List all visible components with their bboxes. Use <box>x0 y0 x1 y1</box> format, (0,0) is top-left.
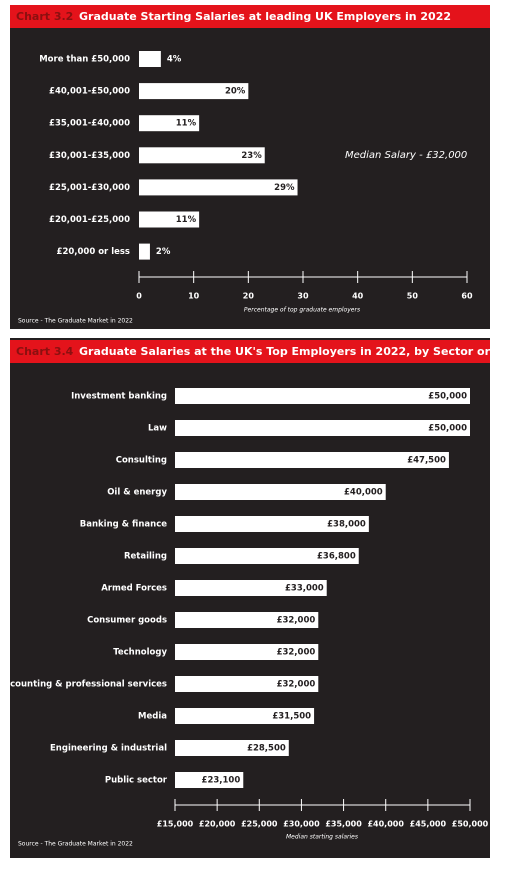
value-label: £40,000 <box>344 488 383 498</box>
bar <box>139 115 200 132</box>
category-label: £30,001-£35,000 <box>49 151 130 161</box>
x-tick-label: £40,000 <box>367 820 404 829</box>
value-label: £33,000 <box>285 584 324 594</box>
category-label: Banking & finance <box>80 520 167 530</box>
value-label: £50,000 <box>428 424 467 434</box>
value-label: £47,500 <box>407 456 446 466</box>
value-label: £23,100 <box>202 776 241 786</box>
bar <box>175 644 319 660</box>
x-tick-label: 60 <box>461 292 473 301</box>
value-label: 4% <box>167 55 182 65</box>
category-label: Consumer goods <box>87 616 167 626</box>
chart-label: Chart 3.2 <box>16 10 73 23</box>
category-label: Technology <box>113 648 167 658</box>
x-tick-label: 50 <box>407 292 419 301</box>
bar <box>175 708 315 724</box>
x-tick-label: £35,000 <box>325 820 362 829</box>
x-tick-label: 20 <box>243 292 255 301</box>
bar <box>139 179 298 196</box>
bar <box>175 516 369 532</box>
bar <box>139 211 200 228</box>
value-label: £32,000 <box>277 616 316 626</box>
category-label: Media <box>138 712 167 722</box>
x-tick-label: £15,000 <box>157 820 194 829</box>
category-label: Law <box>148 424 167 434</box>
value-label: 23% <box>241 151 262 161</box>
bar <box>175 612 319 628</box>
category-label: Consulting <box>116 456 167 466</box>
category-label: Retailing <box>124 552 167 562</box>
bar <box>175 740 289 756</box>
bar <box>139 243 150 260</box>
bar <box>175 772 244 788</box>
x-tick-label: 10 <box>188 292 200 301</box>
value-label: 11% <box>176 215 197 225</box>
chart-title: Graduate Salaries at the UK's Top Employ… <box>79 345 507 358</box>
category-label: £25,001-£30,000 <box>49 183 130 193</box>
x-axis-title: Median starting salaries <box>286 834 358 841</box>
category-label: Investment banking <box>71 392 167 402</box>
bar <box>175 388 470 404</box>
x-tick-label: £45,000 <box>410 820 447 829</box>
value-label: £50,000 <box>428 392 467 402</box>
x-tick-label: £25,000 <box>241 820 278 829</box>
bar <box>175 420 470 436</box>
category-label: £40,001-£50,000 <box>49 87 130 97</box>
category-label: £20,001-£25,000 <box>49 215 130 225</box>
category-label: £20,000 or less <box>57 247 130 257</box>
category-label: Oil & energy <box>107 488 167 498</box>
value-label: £31,500 <box>272 712 311 722</box>
source: Source - The Graduate Market in 2022 <box>18 318 133 325</box>
category-label: Engineering & industrial <box>50 744 167 754</box>
chart-label: Chart 3.4 <box>16 345 74 358</box>
x-tick-label: 0 <box>136 292 142 301</box>
value-label: 20% <box>225 87 246 97</box>
value-label: £38,000 <box>327 520 366 530</box>
x-tick-label: £20,000 <box>199 820 236 829</box>
chart-title: Graduate Starting Salaries at leading UK… <box>79 10 451 23</box>
x-tick-label: 30 <box>297 292 309 301</box>
bar <box>175 452 449 468</box>
value-label: 29% <box>274 183 295 193</box>
category-label: Armed Forces <box>101 584 167 594</box>
bar <box>139 147 265 164</box>
value-label: 11% <box>176 119 197 129</box>
category-label: Public sector <box>105 776 168 786</box>
header-bar <box>10 340 490 363</box>
header-bar <box>10 5 490 28</box>
bar <box>175 484 386 500</box>
x-tick-label: 40 <box>352 292 364 301</box>
bar <box>175 676 319 692</box>
value-label: £32,000 <box>277 680 316 690</box>
panel <box>10 338 490 858</box>
value-label: £36,800 <box>317 552 356 562</box>
annotation: Median Salary - £32,000 <box>345 150 467 161</box>
x-axis-title: Percentage of top graduate employers <box>244 307 360 314</box>
category-label: £35,001-£40,000 <box>49 119 130 129</box>
x-tick-label: £30,000 <box>283 820 320 829</box>
bar <box>175 548 359 564</box>
bar <box>175 580 327 596</box>
x-tick-label: £50,000 <box>452 820 489 829</box>
bar <box>139 83 249 100</box>
source: Source - The Graduate Market in 2022 <box>18 841 133 848</box>
value-label: £28,500 <box>247 744 286 754</box>
value-label: £32,000 <box>277 648 316 658</box>
value-label: 2% <box>156 247 171 257</box>
category-label: More than £50,000 <box>39 55 130 65</box>
panel <box>10 5 490 329</box>
bar <box>139 51 161 67</box>
category-label: Accounting & professional services <box>0 680 167 690</box>
